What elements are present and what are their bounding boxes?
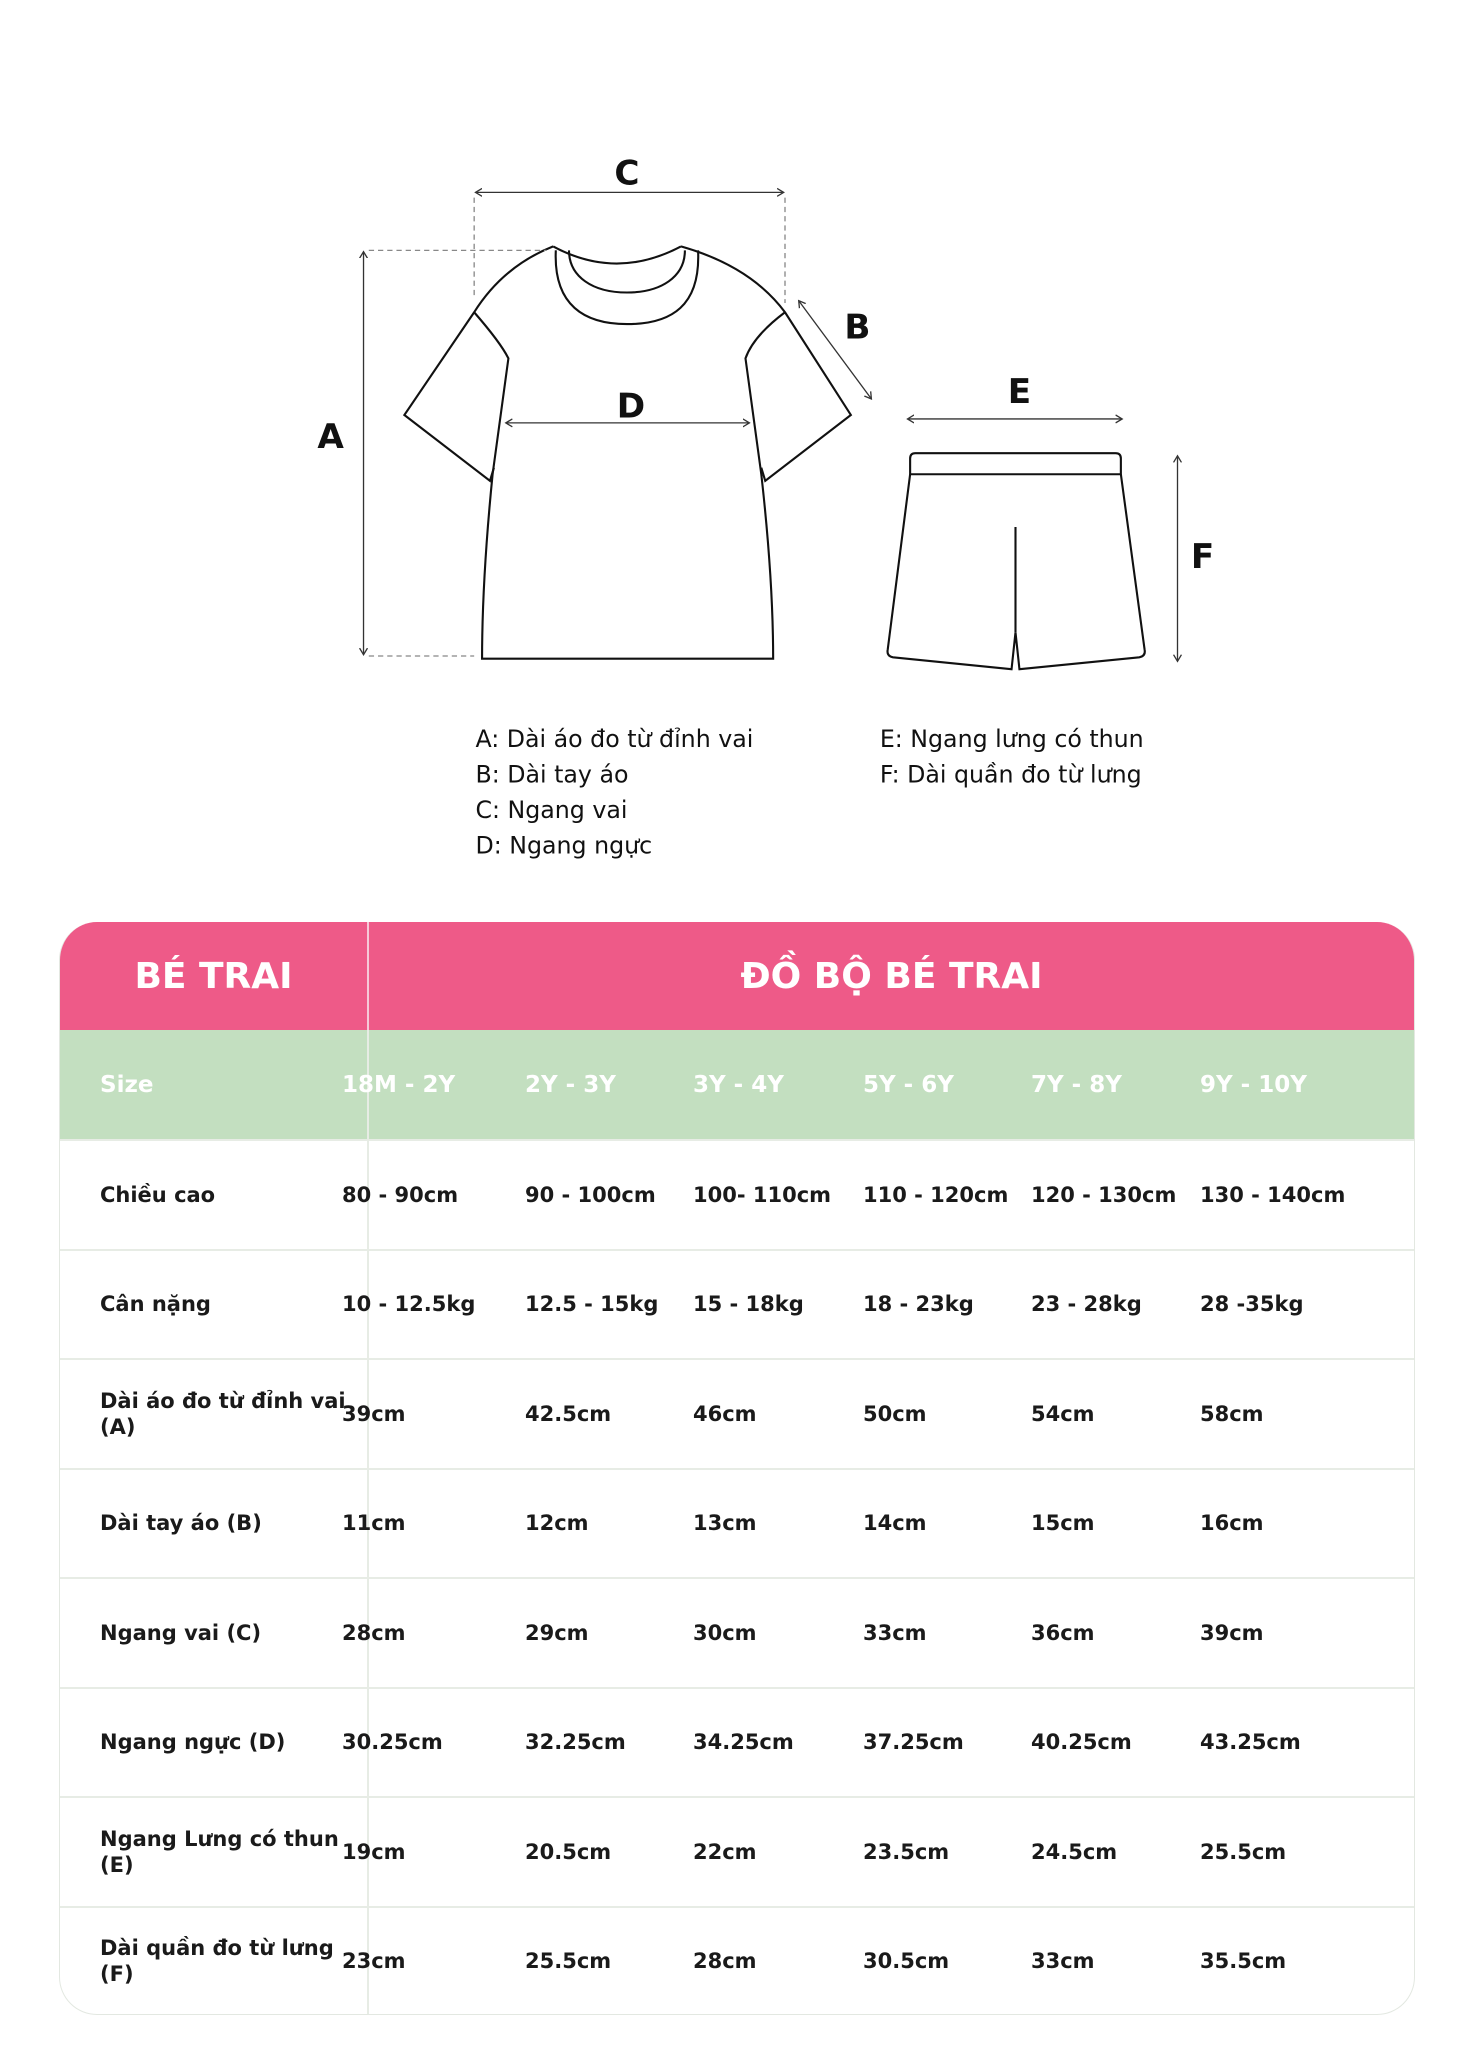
table-cell: 50cm (863, 1401, 927, 1426)
row-label: Ngang Lưng có thun (E) (100, 1826, 339, 1877)
table-cell: 30.5cm (863, 1949, 950, 1974)
table-cell: 23 - 28kg (1031, 1292, 1142, 1317)
row-label: Dài quần đo từ lưng (F) (100, 1936, 334, 1987)
legend-item: C: Ngang vai (475, 796, 627, 824)
row-label: Dài tay áo (B) (100, 1511, 262, 1536)
table-cell: 11cm (342, 1511, 406, 1536)
table-cell: 40.25cm (1031, 1730, 1132, 1755)
table-header: BÉ TRAI ĐỒ BỘ BÉ TRAI (60, 922, 1414, 1030)
table-cell: 12cm (525, 1511, 589, 1536)
table-cell: 30.25cm (342, 1730, 443, 1755)
legend-item: A: Dài áo đo từ đỉnh vai (475, 725, 753, 753)
legend-item: B: Dài tay áo (475, 760, 628, 788)
legend-item: F: Dài quần đo từ lưng (880, 760, 1142, 788)
row-label: Ngang ngực (D) (100, 1730, 286, 1755)
size-label: Size (100, 1071, 154, 1098)
label-e: E (1008, 372, 1031, 412)
table-cell: 13cm (693, 1511, 757, 1536)
label-f: F (1191, 537, 1214, 577)
table-cell: 29cm (525, 1620, 589, 1645)
table-cell: 43.25cm (1200, 1730, 1301, 1755)
table-cell: 130 - 140cm (1200, 1182, 1346, 1207)
table-cell: 14cm (863, 1511, 927, 1536)
table-cell: 24.5cm (1031, 1839, 1118, 1864)
table-row: Dài áo đo từ đỉnh vai (A) 39cm 42.5cm 46cm 5… (60, 1358, 1414, 1468)
table-title: ĐỒ BỘ BÉ TRAI (740, 955, 1043, 997)
category-title: BÉ TRAI (134, 955, 293, 997)
table-row: Cân nặng 10 - 12.5kg 12.5 - 15kg 15 - 18kg 1… (60, 1248, 1414, 1358)
label-a: A (317, 417, 344, 457)
table-row: Dài quần đo từ lưng (F) 23cm 25.5cm 28cm 30.… (60, 1905, 1414, 2014)
size-header: 9Y - 10Y (1200, 1071, 1307, 1098)
table-cell: 32.25cm (525, 1730, 626, 1755)
size-header: 18M - 2Y (342, 1071, 456, 1098)
table-row: Dài tay áo (B) 11cm 12cm 13cm 14cm 15cm 16cm (60, 1467, 1414, 1577)
table-cell: 28cm (342, 1620, 406, 1645)
legend: A: Dài áo đo từ đỉnh vai B: Dài tay áo C… (475, 725, 1143, 860)
size-table: BÉ TRAI ĐỒ BỘ BÉ TRAI Size 18M - 2Y 2Y - … (59, 922, 1415, 2015)
table-cell: 36cm (1031, 1620, 1095, 1645)
size-header: 5Y - 6Y (863, 1071, 954, 1098)
table-cell: 19cm (342, 1839, 406, 1864)
table-cell: 23.5cm (863, 1839, 950, 1864)
table-cell: 37.25cm (863, 1730, 964, 1755)
table-row: Ngang vai (C) 28cm 29cm 30cm 33cm 36cm 39cm (60, 1577, 1414, 1687)
size-header: 3Y - 4Y (693, 1071, 784, 1098)
table-cell: 100- 110cm (693, 1182, 832, 1207)
shorts-outline (886, 452, 1146, 671)
label-d: D (617, 387, 645, 427)
row-label: Cân nặng (100, 1292, 211, 1317)
table-cell: 58cm (1200, 1401, 1264, 1426)
legend-item: D: Ngang ngực (475, 832, 652, 860)
size-row: Size 18M - 2Y 2Y - 3Y 3Y - 4Y 5Y - 6Y 7Y - 8… (60, 1030, 1414, 1139)
table-cell: 16cm (1200, 1511, 1264, 1536)
table-cell: 120 - 130cm (1031, 1182, 1177, 1207)
table-cell: 39cm (342, 1401, 406, 1426)
table-cell: 33cm (863, 1620, 927, 1645)
table-cell: 25.5cm (525, 1949, 612, 1974)
label-b: B (844, 308, 870, 348)
table-cell: 35.5cm (1200, 1949, 1287, 1974)
row-label: Dài áo đo từ đỉnh vai (A) (100, 1388, 346, 1439)
table-cell: 90 - 100cm (525, 1182, 656, 1207)
table-row: Chiều cao 80 - 90cm 90 - 100cm 100- 110cm 11… (60, 1139, 1414, 1249)
tshirt-outline (402, 245, 853, 660)
table-cell: 42.5cm (525, 1401, 612, 1426)
row-label: Ngang vai (C) (100, 1620, 262, 1645)
table-cell: 15cm (1031, 1511, 1095, 1536)
legend-item: E: Ngang lưng có thun (880, 725, 1144, 753)
table-cell: 23cm (342, 1949, 406, 1974)
row-label: Chiều cao (100, 1182, 216, 1207)
table-cell: 34.25cm (693, 1730, 794, 1755)
table-cell: 10 - 12.5kg (342, 1292, 476, 1317)
table-cell: 39cm (1200, 1620, 1264, 1645)
table-cell: 46cm (693, 1401, 757, 1426)
table-cell: 80 - 90cm (342, 1182, 459, 1207)
table-cell: 28 -35kg (1200, 1292, 1304, 1317)
table-cell: 18 - 23kg (863, 1292, 974, 1317)
table-cell: 15 - 18kg (693, 1292, 804, 1317)
label-c: C (614, 153, 639, 193)
size-header: 2Y - 3Y (525, 1071, 616, 1098)
table-cell: 110 - 120cm (863, 1182, 1009, 1207)
table-cell: 20.5cm (525, 1839, 612, 1864)
table-cell: 33cm (1031, 1949, 1095, 1974)
table-cell: 54cm (1031, 1401, 1095, 1426)
table-cell: 22cm (693, 1839, 757, 1864)
table-cell: 25.5cm (1200, 1839, 1287, 1864)
table-cell: 12.5 - 15kg (525, 1292, 659, 1317)
table-cell: 28cm (693, 1949, 757, 1974)
table-row: Ngang ngực (D) 30.25cm 32.25cm 34.25cm 37.25… (60, 1686, 1414, 1796)
size-diagram: C B A D E F A: Dài áo đo từ đỉnh vai B: … (317, 153, 1214, 860)
measure-lines (364, 192, 1178, 660)
table-row: Ngang Lưng có thun (E) 19cm 20.5cm 22cm 23.5… (60, 1796, 1414, 1906)
size-header: 7Y - 8Y (1031, 1071, 1122, 1098)
table-cell: 30cm (693, 1620, 757, 1645)
